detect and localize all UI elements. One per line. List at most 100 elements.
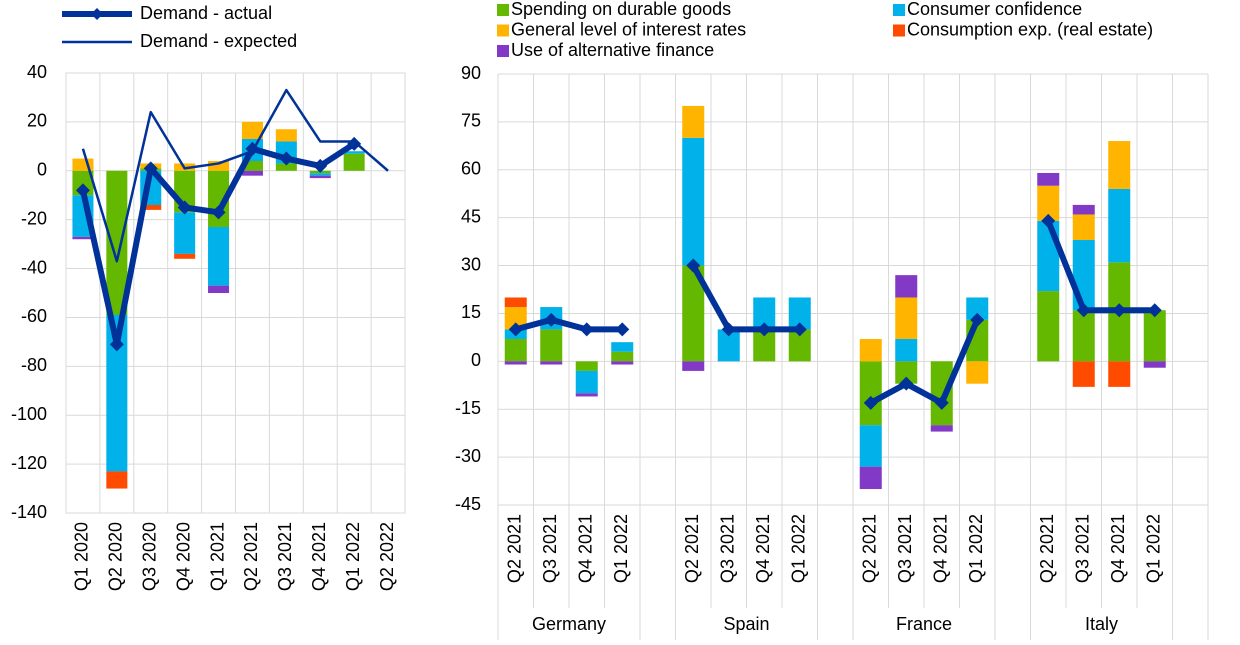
bar — [1037, 291, 1060, 362]
bar — [966, 297, 989, 320]
y-tick-label: -140 — [11, 502, 47, 522]
y-tick-label: 75 — [461, 111, 481, 131]
x-tick-label: Q4 2021 — [931, 514, 951, 583]
x-tick-label: Q4 2021 — [309, 522, 329, 591]
marker — [279, 151, 294, 166]
line — [81, 88, 389, 263]
bar — [1072, 214, 1095, 241]
y-tick-label: 20 — [27, 111, 47, 131]
bar — [859, 466, 882, 490]
marker — [109, 337, 124, 352]
marker — [934, 395, 949, 410]
x-tick-label: Q1 2022 — [343, 522, 363, 591]
bar — [611, 351, 634, 362]
x-tick-label: Q2 2022 — [377, 522, 397, 591]
marker — [313, 158, 328, 173]
bar — [174, 212, 196, 254]
bar — [859, 338, 882, 362]
y-tick-label: -15 — [455, 398, 481, 418]
legend-swatch — [893, 24, 905, 37]
marker — [143, 161, 158, 176]
marker — [177, 200, 192, 215]
bar — [1108, 141, 1131, 189]
bar — [682, 265, 705, 362]
x-tick-label: Q2 2021 — [682, 514, 702, 583]
marker — [211, 205, 226, 220]
marker — [970, 312, 985, 327]
marker — [615, 322, 630, 337]
y-tick-label: -30 — [455, 446, 481, 466]
group-label: France — [896, 614, 952, 634]
x-tick-label: Q2 2021 — [860, 514, 880, 583]
legend-label: Demand - expected — [140, 31, 297, 51]
line — [869, 318, 981, 406]
marker — [579, 322, 594, 337]
legend-label: Demand - actual — [140, 3, 272, 23]
bar — [788, 329, 811, 362]
bar — [1108, 361, 1131, 387]
bar — [859, 425, 882, 467]
bar — [540, 329, 563, 362]
bar — [895, 338, 918, 362]
x-tick-label: Q1 2022 — [789, 514, 809, 583]
bar — [504, 297, 527, 308]
x-tick-label: Q3 2020 — [140, 522, 160, 591]
bar — [1037, 220, 1060, 292]
bar — [309, 175, 331, 179]
x-tick-label: Q2 2020 — [106, 522, 126, 591]
bar — [1072, 204, 1095, 215]
plot-border — [65, 72, 406, 514]
y-tick-label: 0 — [471, 350, 481, 370]
y-tick-label: -80 — [21, 355, 47, 375]
bar — [343, 151, 365, 154]
bar — [895, 361, 918, 384]
x-tick-label: Q3 2021 — [895, 514, 915, 583]
line — [514, 316, 623, 333]
y-tick-label: 40 — [27, 62, 47, 82]
bar — [1143, 310, 1166, 362]
x-tick-label: Q2 2021 — [241, 522, 261, 591]
bar — [504, 307, 527, 330]
bar — [72, 236, 94, 240]
bar — [575, 361, 598, 371]
bar — [611, 342, 634, 352]
x-tick-label: Q1 2021 — [207, 522, 227, 591]
y-tick-label: 45 — [461, 206, 481, 226]
bar — [682, 361, 705, 371]
y-tick-label: -40 — [21, 257, 47, 277]
group-label: Germany — [532, 614, 606, 634]
bar — [174, 253, 196, 259]
x-tick-label: Q4 2021 — [1108, 514, 1128, 583]
y-tick-label: -100 — [11, 404, 47, 424]
y-tick-label: 15 — [461, 302, 481, 322]
bar — [208, 161, 230, 171]
bar — [753, 329, 776, 362]
marker — [757, 322, 772, 337]
bar — [1072, 310, 1095, 362]
bar — [275, 129, 297, 142]
x-tick-label: Q2 2021 — [505, 514, 525, 583]
legend-label: Consumption exp. (real estate) — [907, 19, 1153, 39]
bar — [575, 370, 598, 394]
bar — [682, 105, 705, 138]
bar — [106, 315, 128, 472]
marker — [721, 322, 736, 337]
bar — [575, 393, 598, 397]
bar — [717, 329, 740, 362]
legend-marker — [91, 8, 103, 20]
marker — [863, 395, 878, 410]
x-tick-label: Q3 2021 — [540, 514, 560, 583]
bar — [208, 227, 230, 286]
bar — [930, 361, 953, 426]
bar — [611, 361, 634, 365]
y-tick-label: -20 — [21, 208, 47, 228]
line — [1045, 219, 1155, 314]
marker — [899, 376, 914, 391]
x-tick-label: Q3 2021 — [275, 522, 295, 591]
bar — [241, 121, 263, 139]
legend-label: Consumer confidence — [907, 0, 1082, 19]
legend-swatch — [497, 45, 509, 57]
marker — [1112, 303, 1127, 318]
x-tick-label: Q4 2021 — [753, 514, 773, 583]
bar — [208, 285, 230, 293]
